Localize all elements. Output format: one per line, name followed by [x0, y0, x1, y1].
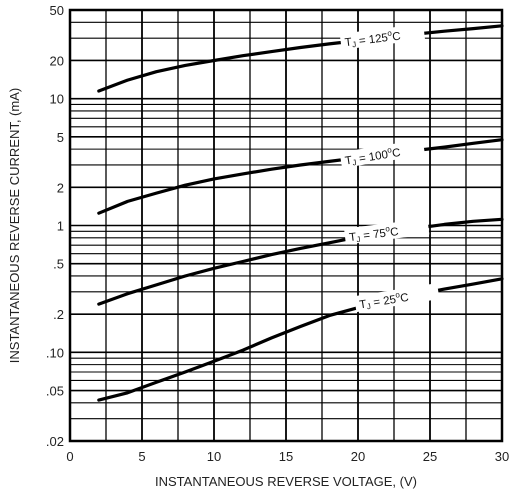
series-label-unit: C [390, 226, 400, 239]
series-label-unit: C [399, 292, 409, 305]
y-axis-label: INSTANTANEOUS REVERSE CURRENT, (mA) [7, 88, 22, 363]
y-tick-label: 1 [57, 219, 64, 234]
series-label-eq: = 75 [359, 228, 386, 243]
series-label-eq: = 100 [355, 149, 389, 166]
series-label-bg [344, 218, 430, 245]
y-tick-label: .5 [53, 257, 64, 272]
series-label-text: TJ = 25oC [358, 289, 410, 313]
y-tick-label: 5 [57, 130, 64, 145]
series-label-sup: o [387, 29, 393, 39]
series-label-2: TJ = 75oC [344, 218, 430, 245]
x-tick-label: 0 [66, 449, 73, 464]
series-line-3 [97, 277, 504, 402]
series-label-sub: J [356, 235, 361, 244]
y-tick-label: .10 [46, 345, 64, 360]
series-label-3: TJ = 25oC [354, 283, 440, 313]
series-label-t: T [344, 155, 353, 168]
series-label-sub: J [366, 302, 371, 312]
y-tick-label: 20 [50, 53, 64, 68]
series-line-0 [97, 24, 504, 93]
x-tick-label: 20 [351, 449, 365, 464]
series-label-unit: C [392, 31, 402, 44]
x-tick-label: 30 [495, 449, 509, 464]
series-label-sup: o [395, 290, 401, 300]
y-tick-label: 10 [50, 92, 64, 107]
series-layer [97, 24, 504, 402]
series-label-unit: C [391, 147, 401, 160]
series-label-0: TJ = 125oC [339, 23, 426, 51]
series-label-t: T [359, 299, 368, 312]
y-tick-label: .2 [53, 307, 64, 322]
y-tick-label: 50 [50, 3, 64, 18]
series-label-sup: o [387, 145, 393, 155]
series-label-text: TJ = 100oC [344, 144, 402, 169]
series-label-bg [339, 139, 426, 169]
series-label-bg [339, 23, 426, 50]
y-tick-label: .05 [46, 384, 64, 399]
x-tick-label: 15 [279, 449, 293, 464]
series-label-eq: = 125 [355, 32, 389, 48]
series-label-t: T [348, 231, 356, 244]
x-tick-label: 25 [423, 449, 437, 464]
series-label-sub: J [352, 158, 357, 168]
series-label-bg [354, 283, 440, 313]
series-label-sup: o [385, 224, 391, 234]
series-label-t: T [344, 37, 352, 50]
series-label-eq: = 25 [369, 294, 396, 310]
series-label-sub: J [352, 40, 357, 49]
series-line-2 [97, 217, 504, 306]
y-tick-label: 2 [57, 180, 64, 195]
series-line-1 [97, 138, 504, 215]
x-tick-label: 5 [138, 449, 145, 464]
series-label-text: TJ = 125oC [344, 28, 402, 51]
x-axis-label: INSTANTANEOUS REVERSE VOLTAGE, (V) [155, 474, 417, 489]
series-label-1: TJ = 100oC [339, 139, 426, 169]
series-label-text: TJ = 75oC [348, 223, 399, 245]
y-tick-label: .02 [46, 434, 64, 449]
plot-frame [68, 8, 504, 443]
x-tick-label: 10 [207, 449, 221, 464]
